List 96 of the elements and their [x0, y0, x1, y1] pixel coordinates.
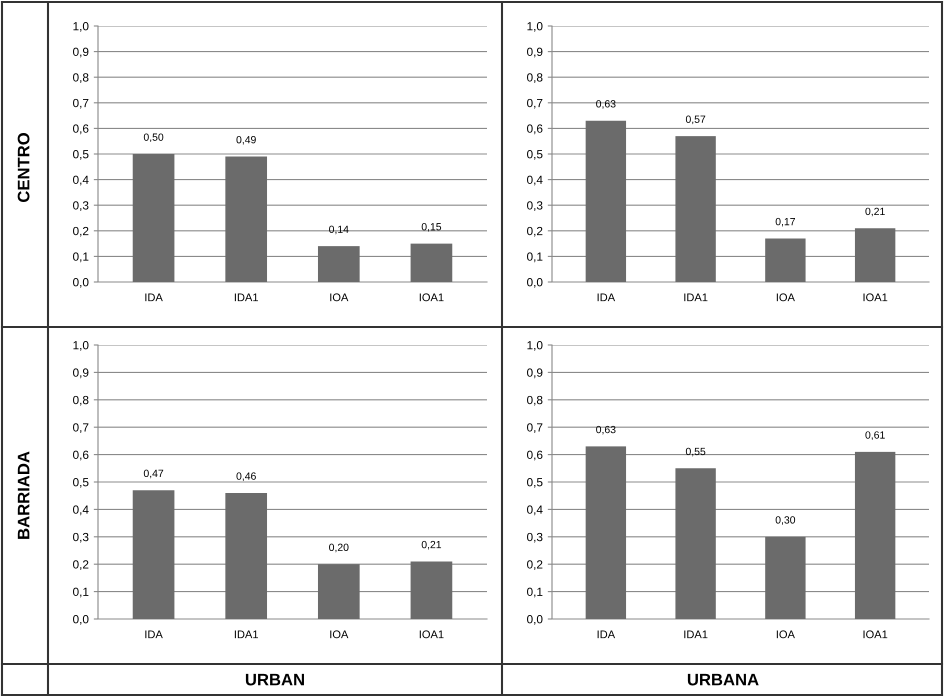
x-tick-label: IDA1	[234, 294, 258, 302]
x-tick-label: IOA1	[420, 293, 444, 302]
y-tick-label: 0,3	[527, 201, 542, 211]
y-tick-label: 1,0	[73, 341, 89, 351]
bar	[586, 120, 626, 282]
x-axis-title: URBANA	[688, 674, 759, 686]
data-label: 0,20	[329, 544, 349, 552]
bar	[854, 228, 896, 282]
y-tick-label: 0,7	[527, 423, 542, 433]
x-tick-label: IDA	[145, 294, 163, 302]
data-label: 0,57	[686, 116, 706, 124]
y-tick-label: 0,2	[527, 226, 542, 237]
data-label: 0,55	[686, 448, 706, 456]
y-tick-label: 0,2	[527, 560, 542, 570]
bar	[410, 561, 452, 619]
data-label: 0,21	[865, 208, 885, 216]
y-tick-label: 0,5	[73, 478, 88, 488]
x-tick-label: IDA	[145, 630, 163, 638]
y-tick-label: 0,9	[73, 368, 88, 378]
x-tick-label: IDA1	[684, 294, 708, 302]
data-label: 0,63	[596, 100, 616, 109]
y-tick-label: 0,8	[527, 73, 542, 83]
data-label: 0,46	[236, 472, 256, 482]
x-tick-label: IDA1	[234, 630, 258, 638]
x-tick-label: IDA1	[684, 630, 708, 638]
y-tick-label: 1,0	[73, 22, 89, 32]
data-label: 0,47	[144, 470, 164, 478]
y-tick-label: 0,3	[73, 532, 88, 543]
y-tick-label: 0,7	[527, 98, 542, 109]
y-tick-label: 0,5	[527, 150, 542, 160]
y-tick-label: 0,8	[73, 73, 88, 83]
bar	[854, 452, 896, 619]
y-tick-label: 0,3	[73, 201, 88, 211]
y-tick-label: 0,4	[527, 176, 543, 186]
y-tick-label: 0,6	[527, 450, 542, 460]
y-tick-label: 0,5	[73, 150, 88, 160]
y-tick-label: 0,2	[73, 560, 88, 570]
y-tick-label: 0,1	[527, 588, 542, 598]
bar	[410, 244, 452, 282]
data-label: 0,50	[144, 133, 164, 142]
x-tick-label: IOA	[776, 293, 795, 302]
data-label: 0,63	[596, 426, 616, 434]
y-axis-title: CENTRO	[18, 133, 30, 202]
y-tick-label: 1,0	[527, 341, 543, 351]
data-label: 0,17	[776, 218, 795, 227]
y-tick-label: 0,7	[73, 423, 88, 433]
bar	[765, 536, 806, 619]
bar	[675, 468, 716, 619]
data-label: 0,30	[776, 516, 796, 525]
bar	[675, 136, 716, 282]
bar	[225, 492, 268, 619]
x-tick-label: IOA1	[864, 630, 888, 638]
data-label: 0,61	[865, 431, 885, 440]
x-tick-label: IOA1	[420, 630, 444, 638]
y-tick-label: 0,0	[527, 615, 543, 625]
data-label: 0,49	[236, 136, 256, 145]
y-tick-label: 0,6	[73, 124, 88, 134]
y-tick-label: 0,9	[527, 48, 542, 58]
bar	[225, 156, 268, 282]
y-tick-label: 0,4	[73, 176, 89, 186]
y-tick-label: 0,9	[527, 368, 542, 378]
bar	[132, 154, 174, 282]
y-tick-label: 0,4	[527, 505, 543, 516]
y-tick-label: 0,3	[527, 532, 542, 543]
x-tick-label: IOA	[776, 630, 795, 638]
x-tick-label: IDA	[598, 294, 616, 302]
y-tick-label: 0,1	[73, 588, 88, 598]
bar	[318, 246, 360, 282]
y-tick-label: 0,7	[73, 98, 88, 109]
y-tick-label: 0,8	[527, 396, 542, 406]
y-tick-label: 0,0	[73, 615, 89, 625]
x-tick-label: IDA	[598, 630, 616, 638]
y-tick-label: 0,2	[73, 226, 88, 237]
y-tick-label: 0,0	[73, 278, 89, 288]
y-tick-label: 1,0	[527, 22, 543, 32]
x-tick-label: IOA	[330, 293, 348, 302]
y-tick-label: 0,8	[73, 396, 88, 406]
x-tick-label: IOA1	[864, 293, 888, 302]
y-axis-title: BARRIADA	[18, 452, 30, 539]
bar	[132, 490, 174, 619]
y-tick-label: 0,6	[527, 124, 542, 134]
y-tick-label: 0,0	[527, 278, 543, 288]
bar	[318, 564, 360, 619]
y-tick-label: 0,4	[73, 505, 89, 516]
x-axis-title: URBAN	[246, 674, 304, 686]
y-tick-label: 0,1	[527, 252, 542, 262]
data-label: 0,14	[329, 226, 349, 234]
x-tick-label: IOA	[330, 630, 348, 638]
y-tick-label: 0,6	[73, 450, 88, 460]
y-tick-label: 0,9	[73, 48, 88, 58]
data-label: 0,15	[422, 223, 442, 232]
data-label: 0,21	[422, 540, 442, 550]
bar	[765, 238, 806, 282]
y-tick-label: 0,5	[527, 478, 542, 488]
y-tick-label: 0,1	[73, 252, 88, 262]
bar	[586, 446, 626, 619]
